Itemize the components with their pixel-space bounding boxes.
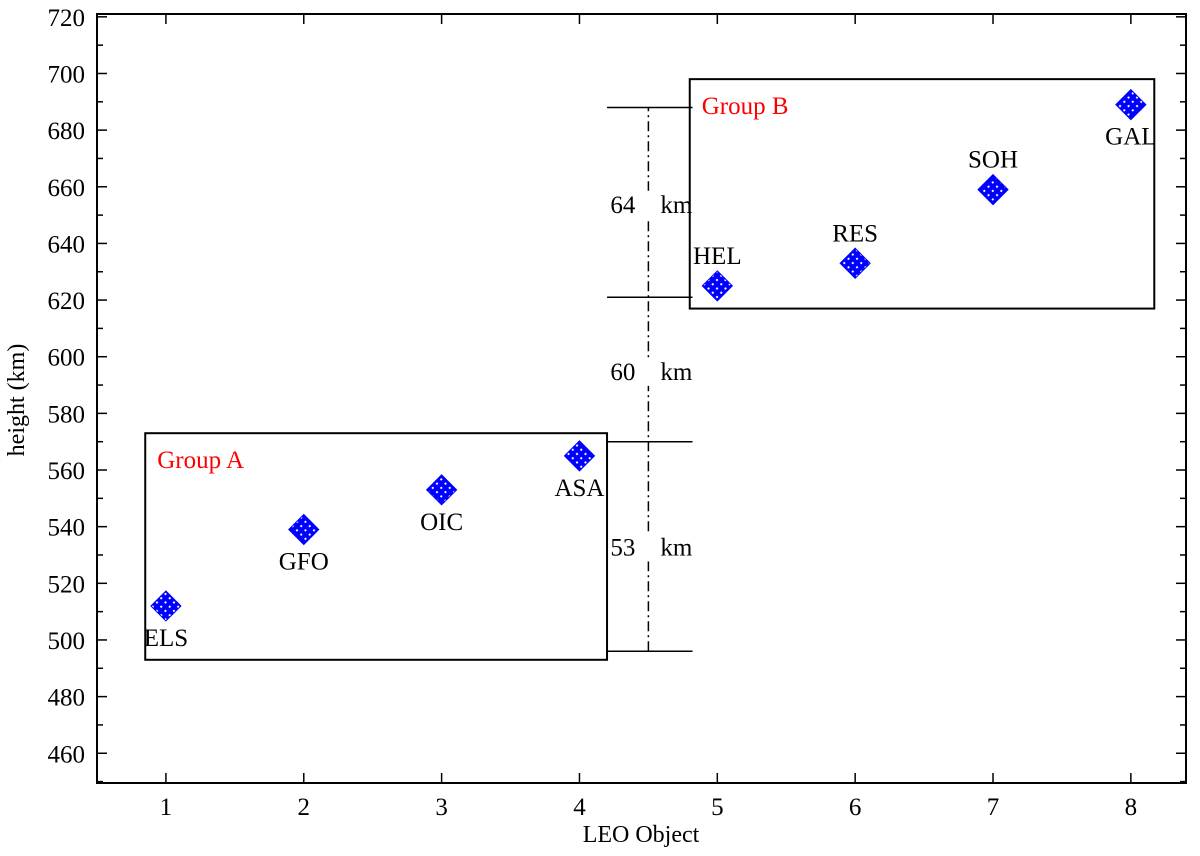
y-tick-label: 680 [48, 118, 86, 145]
y-tick-label: 480 [48, 685, 86, 712]
x-tick-label: 3 [435, 794, 448, 821]
group-box [144, 432, 609, 661]
gap-label: 60 km [610, 359, 693, 386]
y-tick-label: 520 [48, 571, 86, 598]
data-point-marker [977, 173, 1009, 206]
gap-label-bg [645, 190, 652, 219]
data-point-marker [1115, 88, 1147, 121]
y-tick-label: 660 [48, 175, 86, 202]
x-tick-label: 6 [849, 794, 862, 821]
data-point-label: HEL [693, 243, 742, 270]
data-point-label: GFO [279, 548, 329, 575]
y-tick-label: 580 [48, 401, 86, 428]
x-tick-label: 8 [1125, 794, 1138, 821]
gap-label: 53 km [610, 534, 693, 561]
y-tick-label: 460 [48, 741, 86, 768]
data-point-marker [701, 270, 734, 302]
gap-label-bg [645, 357, 652, 386]
y-tick-label: 600 [48, 345, 86, 372]
data-point-marker [150, 590, 182, 622]
group-label: Group B [702, 93, 789, 120]
data-point-label: GAL [1105, 124, 1156, 151]
group-label: Group A [157, 447, 244, 474]
data-point-label: ELS [144, 625, 188, 652]
y-tick-label: 500 [48, 628, 86, 655]
data-point-label: ASA [554, 475, 604, 502]
y-tick-label: 540 [48, 515, 86, 542]
x-tick-label: 5 [711, 794, 724, 821]
data-point-marker [288, 513, 320, 546]
x-axis-title: LEO Object [583, 822, 700, 848]
data-point-label: OIC [420, 509, 463, 536]
y-tick-label: 620 [48, 288, 86, 315]
data-point-marker [839, 247, 871, 279]
x-tick-label: 1 [160, 794, 173, 821]
plot-frame [96, 13, 1187, 784]
group-box [688, 78, 1156, 310]
data-point-marker [425, 474, 458, 506]
x-tick-label: 4 [573, 794, 586, 821]
gap-label: 64 km [610, 192, 693, 219]
x-tick-label: 2 [298, 794, 311, 821]
y-tick-label: 640 [48, 231, 86, 258]
data-point-label: RES [832, 220, 878, 247]
x-tick-label: 7 [987, 794, 1000, 821]
y-tick-label: 700 [48, 61, 86, 88]
gap-label-bg [645, 533, 652, 562]
data-point-label: SOH [968, 147, 1018, 174]
data-point-marker [563, 440, 596, 472]
y-tick-label: 560 [48, 458, 86, 485]
y-axis-title: height (km) [4, 344, 30, 457]
y-tick-label: 720 [48, 5, 86, 32]
